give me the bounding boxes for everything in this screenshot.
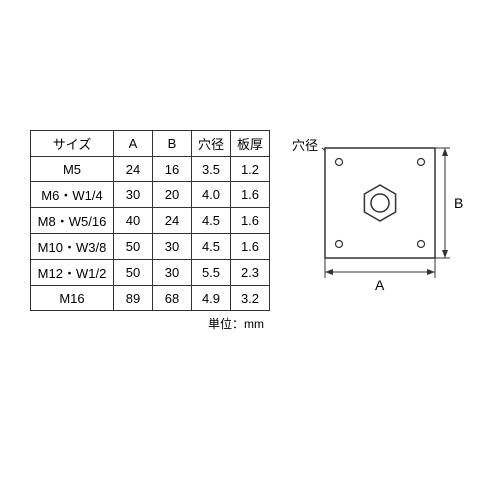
col-size: サイズ [31, 131, 114, 157]
table-row: M6・W1/430204.01.6 [31, 182, 270, 208]
table-row: M524163.51.2 [31, 157, 270, 182]
col-a: A [114, 131, 153, 157]
unit-label: 単位：mm [30, 315, 270, 332]
table-row: M8・W5/1640244.51.6 [31, 208, 270, 234]
col-thick: 板厚 [231, 131, 270, 157]
col-hole: 穴径 [192, 131, 231, 157]
hole-dia-label: 穴径 [292, 138, 318, 153]
plate-diagram: 穴径 B A [290, 130, 470, 330]
col-b: B [153, 131, 192, 157]
spec-table-block: サイズ A B 穴径 板厚 M524163.51.2M6・W1/430204.0… [30, 130, 270, 332]
table-row: M1689684.93.2 [31, 286, 270, 311]
table-row: M10・W3/850304.51.6 [31, 234, 270, 260]
dim-b-label: B [454, 195, 463, 211]
table-row: M12・W1/250305.52.3 [31, 260, 270, 286]
dim-a-label: A [375, 277, 385, 293]
spec-table: サイズ A B 穴径 板厚 M524163.51.2M6・W1/430204.0… [30, 130, 270, 311]
